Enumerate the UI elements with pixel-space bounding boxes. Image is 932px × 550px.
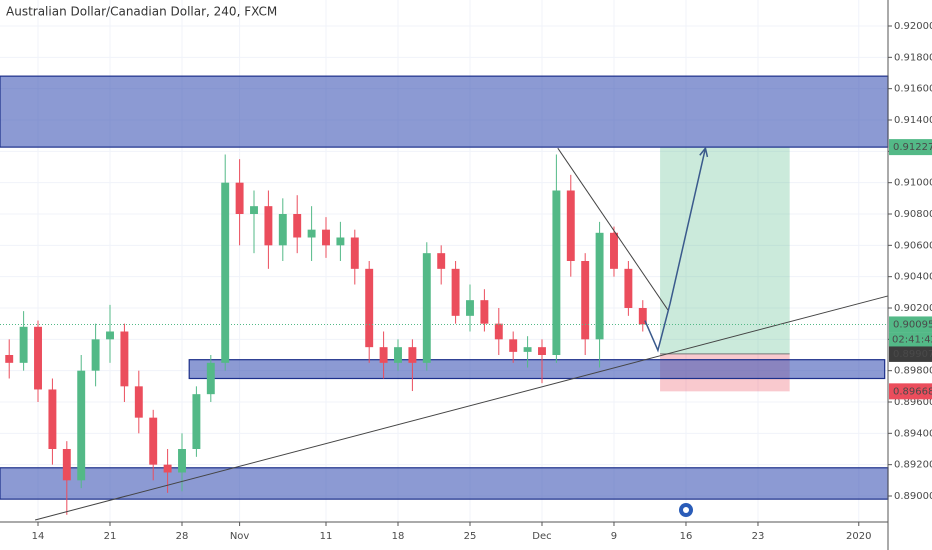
candle-body xyxy=(106,331,114,340)
candle-body xyxy=(206,362,215,395)
candle-body xyxy=(264,206,273,246)
candle-body xyxy=(523,347,532,352)
plot-area xyxy=(0,0,889,522)
candle-body xyxy=(566,190,575,261)
candle-body xyxy=(422,253,431,363)
chart-title: Australian Dollar/Canadian Dollar, 240, … xyxy=(6,5,277,19)
y-tick-label: 0.89600 xyxy=(894,397,932,408)
candle-body xyxy=(624,268,633,308)
candle-body xyxy=(408,347,417,363)
candle-body xyxy=(5,354,14,363)
candle-body xyxy=(77,370,86,481)
target-label: 0.91227 xyxy=(893,142,932,153)
candle-body xyxy=(638,307,647,325)
x-tick-label: 16 xyxy=(680,531,693,542)
target-area xyxy=(660,147,790,354)
zone xyxy=(0,467,889,500)
candle-body xyxy=(394,347,402,363)
candle-body xyxy=(163,464,172,473)
y-tick-label: 0.90400 xyxy=(894,272,932,283)
candle-body xyxy=(19,326,28,363)
candle-body xyxy=(350,237,359,269)
candle-body xyxy=(595,232,604,340)
y-tick-label: 0.89200 xyxy=(894,460,932,471)
target-label-bg xyxy=(889,139,932,156)
candle-body xyxy=(509,339,518,352)
trendline xyxy=(35,295,889,521)
y-tick-label: 0.91000 xyxy=(894,178,932,189)
candle-body xyxy=(451,268,460,316)
stop-label: 0.89668 xyxy=(893,386,932,397)
candle-body xyxy=(235,182,244,215)
candle-body xyxy=(293,214,302,238)
candle-body xyxy=(466,300,474,316)
candle-body xyxy=(250,206,258,215)
countdown: 02:41:42 xyxy=(892,334,932,345)
x-tick-label: 23 xyxy=(752,531,765,542)
candle-body xyxy=(307,229,316,238)
x-tick-label: Dec xyxy=(532,531,551,542)
candle-body xyxy=(192,394,201,449)
candle-body xyxy=(48,389,57,449)
x-tick-label: 11 xyxy=(320,531,333,542)
x-tick-label: 25 xyxy=(464,531,477,542)
x-tick-label: 28 xyxy=(176,531,189,542)
y-tick-label: 0.90600 xyxy=(894,240,932,251)
zone xyxy=(188,359,886,380)
y-tick-label: 0.92000 xyxy=(894,21,932,32)
candle-body xyxy=(437,253,446,269)
y-tick-label: 0.91600 xyxy=(894,84,932,95)
entry-label-bg xyxy=(889,345,932,362)
x-tick-label: 21 xyxy=(104,531,117,542)
candle-body xyxy=(379,347,388,363)
candle-body xyxy=(552,190,561,355)
x-tick-label: 14 xyxy=(32,531,45,542)
y-tick-label: 0.90200 xyxy=(894,303,932,314)
arrow-head xyxy=(699,146,709,158)
projection-path xyxy=(644,148,707,353)
candle-body xyxy=(494,323,503,340)
stop-label-bg xyxy=(889,383,932,400)
y-tick-label: 0.89400 xyxy=(894,428,932,439)
candle-body xyxy=(610,232,618,269)
candle-body xyxy=(480,300,489,324)
x-tick-label: 9 xyxy=(611,531,617,542)
last-price-label: 0.90095 xyxy=(893,319,932,330)
y-tick-label: 0.89800 xyxy=(894,366,932,377)
candle-body xyxy=(365,268,374,348)
candle-body xyxy=(91,339,100,371)
trendline xyxy=(557,147,669,311)
entry-label: 0.89907 xyxy=(893,349,932,360)
y-tick-label: 0.91800 xyxy=(894,52,932,63)
candle-body xyxy=(538,347,546,355)
candle-body xyxy=(322,229,330,246)
candle-body xyxy=(34,326,42,390)
candle-body xyxy=(581,261,590,340)
candle-body xyxy=(134,386,143,418)
candle-body xyxy=(336,237,345,246)
countdown-bg xyxy=(889,332,932,347)
zone xyxy=(0,75,889,148)
candle-body xyxy=(278,214,287,246)
x-tick-label: 18 xyxy=(392,531,405,542)
event-icon[interactable] xyxy=(679,503,693,517)
y-tick-label: 0.91400 xyxy=(894,115,932,126)
candle-body xyxy=(178,448,186,473)
event-dot[interactable] xyxy=(683,507,689,513)
y-tick-label: 0.90800 xyxy=(894,209,932,220)
candle-body xyxy=(149,417,158,465)
x-tick-label: 2020 xyxy=(846,531,871,542)
y-tick-label: 0.89000 xyxy=(894,491,932,502)
candle-body xyxy=(62,448,71,481)
last-price-label-bg xyxy=(889,316,932,333)
candle-body xyxy=(221,182,230,363)
candle-body xyxy=(120,331,129,387)
x-tick-label: Nov xyxy=(230,531,250,542)
